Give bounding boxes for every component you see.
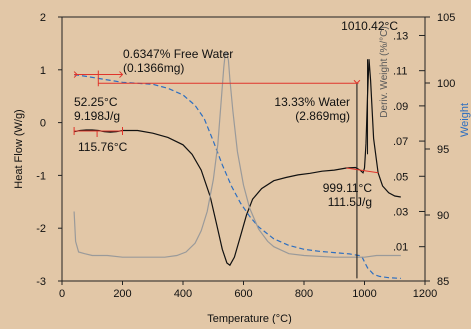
water-step-marker xyxy=(353,79,361,84)
annotation-free_water: 0.6347% Free Water xyxy=(123,47,233,61)
annotation-water: 13.33% Water xyxy=(274,95,350,109)
deriv-axis-title: Deriv. Weight (%/°C) xyxy=(379,26,390,117)
deriv-tick-label: .07 xyxy=(393,136,408,148)
deriv-tick-label: .13 xyxy=(393,30,408,42)
annotation-peak_temp: 1010.42°C xyxy=(341,19,398,33)
annotation-water: (2.869mg) xyxy=(295,109,350,123)
x-tick-label: 0 xyxy=(59,288,65,300)
x-tick-label: 1000 xyxy=(352,288,376,300)
deriv-tick-label: .09 xyxy=(393,101,408,113)
y-right-tick-label: 85 xyxy=(437,276,449,288)
x-tick-label: 800 xyxy=(295,288,313,300)
y-right-tick-label: 90 xyxy=(437,210,449,222)
annotation-enthalpy_high: 111.5J/g xyxy=(328,195,372,209)
x-tick-label: 1200 xyxy=(413,288,437,300)
series-line-derivative xyxy=(73,52,401,258)
y-left-tick-label: -2 xyxy=(36,223,46,235)
y-left-tick-label: -1 xyxy=(36,170,46,182)
y-left-tick-label: -3 xyxy=(36,276,46,288)
deriv-tick-label: .11 xyxy=(393,66,407,78)
y-left-tick-label: 0 xyxy=(40,118,46,130)
x-axis-title: Temperature (°C) xyxy=(207,313,291,324)
y-left-axis-title: Heat Flow (W/g) xyxy=(13,109,25,188)
y-right-axis-title: Weight xyxy=(459,103,471,137)
annotation-enthalpy_low: 52.25°C xyxy=(74,95,118,109)
free-water-markers xyxy=(73,71,124,78)
high-peak-baseline xyxy=(346,167,379,174)
y-right-tick-label: 105 xyxy=(437,12,455,24)
deriv-tick-label: .03 xyxy=(393,206,408,218)
y-right-tick-label: 95 xyxy=(437,144,449,156)
low-peak-markers xyxy=(73,127,123,138)
x-tick-label: 400 xyxy=(174,288,192,300)
y-right-tick-label: 100 xyxy=(437,78,455,90)
x-tick-label: 600 xyxy=(234,288,252,300)
y-left-tick-label: 2 xyxy=(40,12,46,24)
annotation-enthalpy_low: 9.198J/g xyxy=(74,109,120,123)
annotation-free_water: (0.1366mg) xyxy=(123,61,184,75)
x-tick-label: 200 xyxy=(113,288,131,300)
series-line-heat_flow xyxy=(73,59,401,267)
annotation-enthalpy_high: 999.11°C xyxy=(323,181,373,195)
annotation-onset_low: 115.76°C xyxy=(78,140,128,154)
deriv-tick-label: .05 xyxy=(393,171,408,183)
y-left-tick-label: 1 xyxy=(40,65,46,77)
deriv-tick-label: .01 xyxy=(393,242,408,254)
